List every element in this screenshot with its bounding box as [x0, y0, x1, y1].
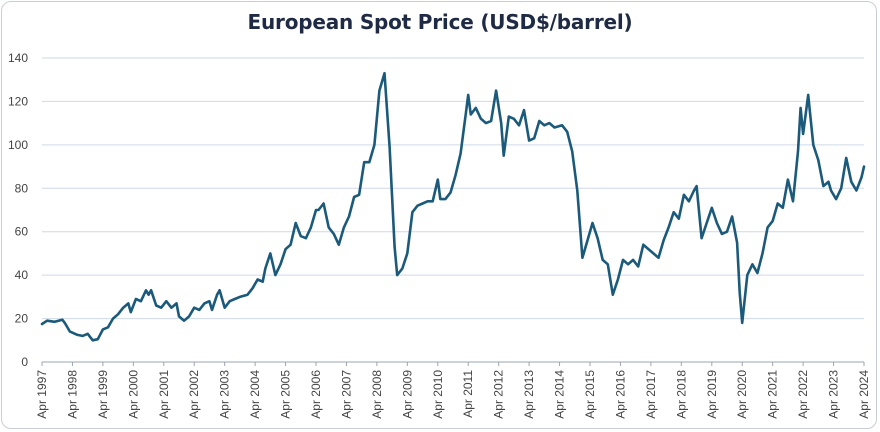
y-tick-label: 140: [8, 51, 28, 65]
x-tick-label: Apr 2013: [522, 370, 536, 419]
x-tick-label: Apr 1997: [35, 370, 49, 419]
y-axis-ticks: 0 20 40 60 80 100 120 140: [8, 51, 28, 369]
x-tick-label: Apr 2019: [705, 370, 719, 419]
x-axis-ticks: Apr 1997 Apr 1998 Apr 1999 Apr 2000 Apr 2001…: [35, 362, 871, 419]
x-tick-label: Apr 2000: [126, 370, 140, 419]
x-tick-label: Apr 2003: [218, 370, 232, 419]
x-tick-label: Apr 2007: [339, 370, 353, 419]
y-tick-label: 100: [8, 138, 28, 152]
x-tick-label: Apr 2006: [309, 370, 323, 419]
price-series-line: [40, 71, 866, 342]
x-tick-label: Apr 2020: [735, 370, 749, 419]
x-tick-label: Apr 2009: [400, 370, 414, 419]
x-tick-label: Apr 2005: [279, 370, 293, 419]
series-layer: [40, 71, 866, 342]
x-tick-label: Apr 2021: [766, 370, 780, 419]
x-tick-label: Apr 2018: [674, 370, 688, 419]
x-tick-label: Apr 2015: [583, 370, 597, 419]
x-tick-label: Apr 2017: [644, 370, 658, 419]
x-tick-label: Apr 2014: [553, 370, 567, 419]
y-tick-label: 0: [21, 355, 28, 369]
x-tick-label: Apr 2001: [157, 370, 171, 419]
x-tick-label: Apr 2011: [461, 370, 475, 418]
y-tick-label: 40: [15, 268, 29, 282]
x-tick-label: Apr 2023: [827, 370, 841, 419]
y-tick-label: 60: [15, 225, 29, 239]
y-tick-label: 120: [8, 94, 28, 108]
x-tick-label: Apr 2002: [187, 370, 201, 419]
x-tick-label: Apr 2012: [492, 370, 506, 419]
x-tick-label: Apr 1998: [65, 370, 79, 419]
y-tick-label: 20: [15, 312, 29, 326]
x-tick-label: Apr 2022: [796, 370, 810, 419]
y-tick-label: 80: [15, 181, 29, 195]
x-tick-label: Apr 2024: [857, 370, 871, 419]
chart-title: European Spot Price (USD$/barrel): [247, 10, 633, 34]
x-tick-label: Apr 1999: [96, 370, 110, 419]
x-tick-label: Apr 2004: [248, 370, 262, 419]
x-tick-label: Apr 2008: [370, 370, 384, 419]
x-tick-label: Apr 2010: [431, 370, 445, 419]
x-tick-label: Apr 2016: [613, 370, 627, 419]
